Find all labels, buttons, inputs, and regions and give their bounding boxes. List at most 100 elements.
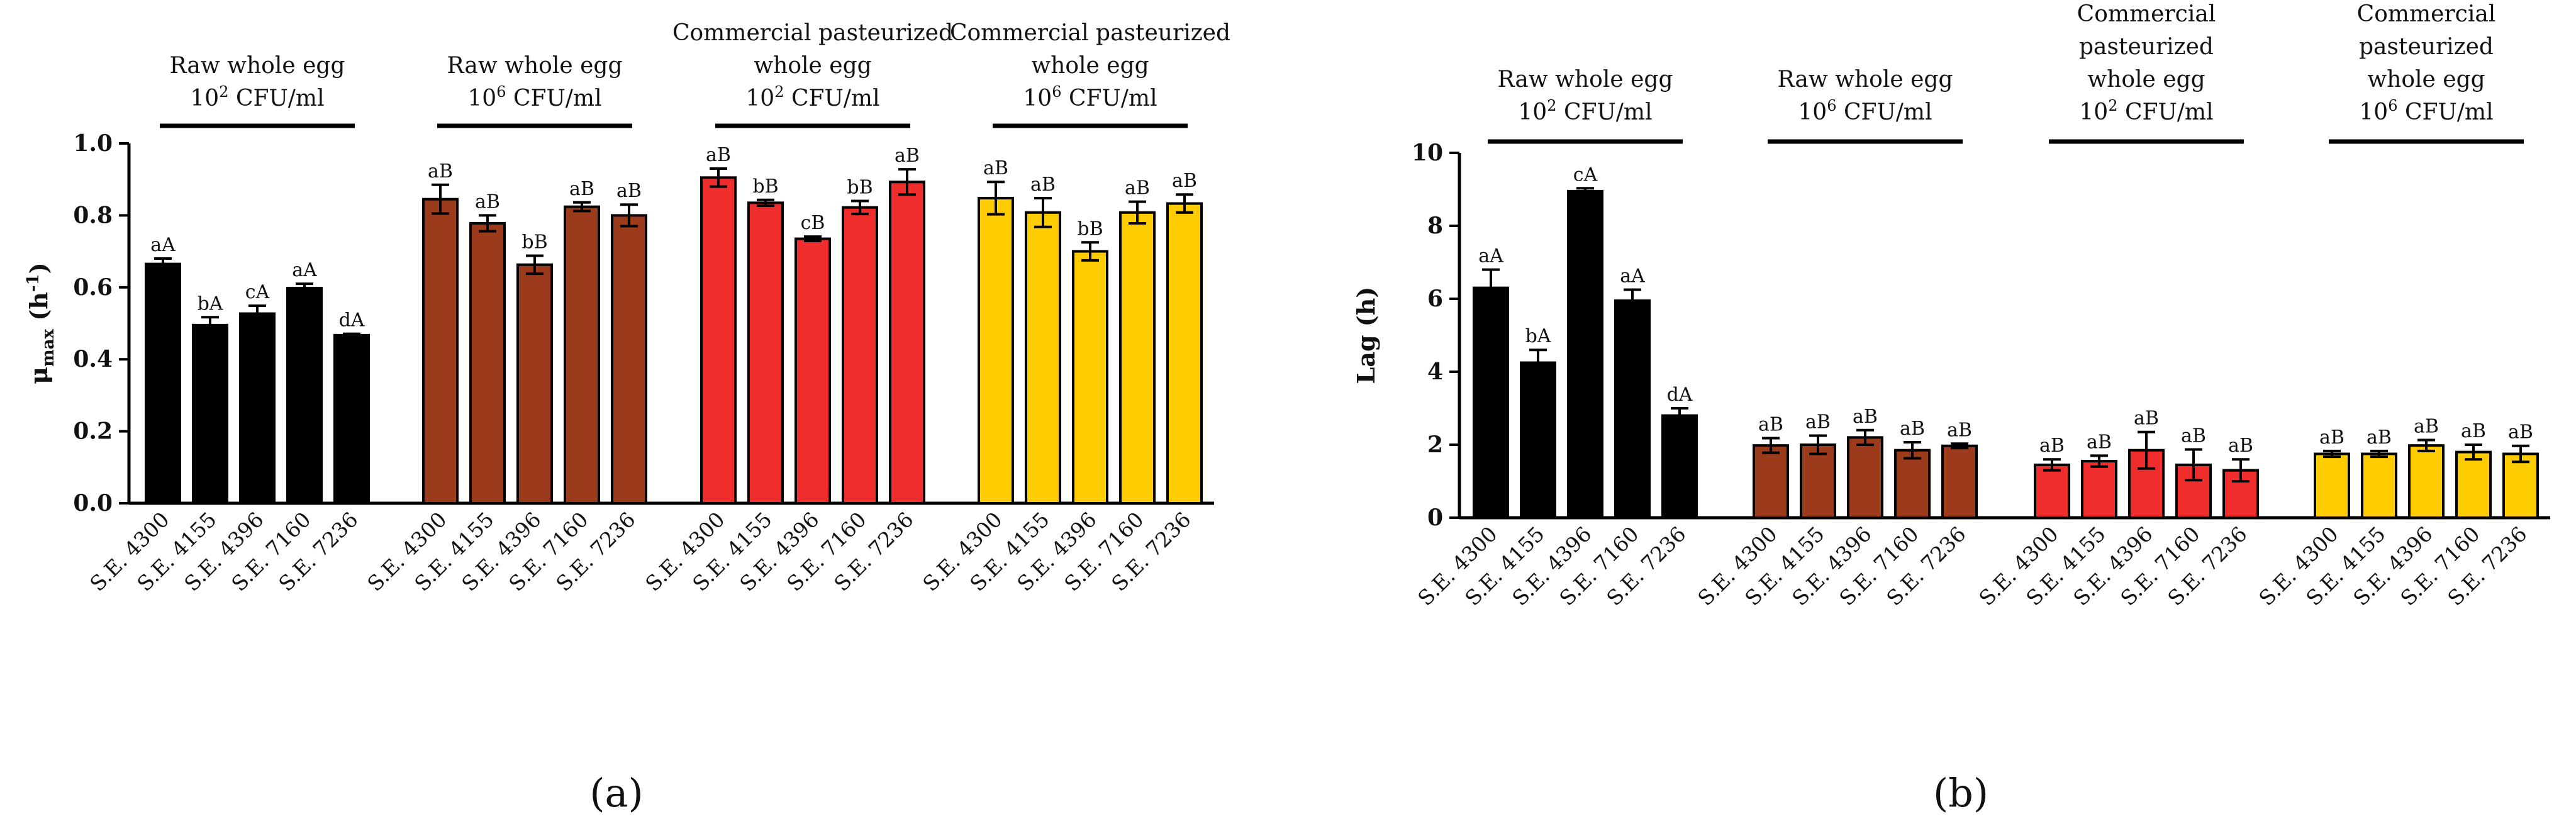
panel-b-significance-letter: aB [2181,425,2206,447]
panel-b-group-concentration: 106 CFU/ml [2359,97,2493,125]
panel-b-group-concentration: 102 CFU/ml [1518,97,1652,125]
panel-b-bar [2502,452,2539,519]
panel-a-group-concentration: 106 CFU/ml [467,83,601,111]
panel-a-bar [1166,202,1203,505]
panel-a-bar [286,286,323,505]
panel-a-significance-letter: dA [339,310,365,332]
panel-a-y-tick-label: 0.2 [73,418,113,445]
panel-a-significance-letter: bB [521,231,547,253]
panel-b-bar [1941,444,1978,519]
panel-b-bar [1661,414,1698,519]
panel-b-bar [2361,452,2397,519]
panel-b-bar [1614,299,1651,519]
panel-b-bar [1753,444,1789,519]
panel-a-group-title: Raw whole egg [170,53,345,79]
panel-a-significance-letter: aA [150,234,176,256]
panel-b-bar [1894,449,1931,520]
panel-a-y-tick-label: 0.6 [73,274,113,301]
panel-a-bar [611,214,647,505]
panel-b-significance-letter: aB [2319,427,2345,449]
panel-b-bar [1567,189,1603,519]
panel-b-bar [2175,463,2212,520]
panel-a-bar [145,262,181,505]
panel-b-group-concentration: 106 CFU/ml [1798,97,1932,125]
panel-a-significance-letter: bA [198,293,223,315]
panel-a-group-concentration: 106 CFU/ml [1023,83,1157,111]
panel-b-group-title: Raw whole egg [1778,67,1953,92]
panel-a-y-axis-label: μmax (h-1) [24,262,58,384]
panel-b-significance-letter: aB [2461,420,2486,442]
panel-a-significance-letter: aB [428,160,453,182]
panel-b-bar [1847,436,1883,520]
panel-a-bar [239,312,276,505]
panel-b-significance-letter: aB [1853,406,1878,428]
panel-b-significance-letter: aB [2367,427,2392,449]
panel-b-significance-letter: aB [1805,411,1831,433]
panel-b-bar [1520,361,1556,519]
panel-b-significance-letter: aB [2508,421,2533,443]
panel-a-group-concentration: 102 CFU/ml [190,83,324,111]
panel-b-significance-letter: aB [2039,435,2065,457]
panel-a-bar [1119,211,1156,505]
panel-a-significance-letter: aB [983,157,1008,179]
panel-a-bar [469,221,506,505]
panel-b-significance-letter: cA [1573,164,1598,186]
panel-a-group-title: Commercial pasteurized [950,20,1230,46]
panel-a-bar [842,206,878,505]
panel-a-group-title: Raw whole egg [447,53,623,79]
panel-b-significance-letter: aB [2087,431,2112,453]
panel-a-y-tick-label: 0.4 [73,346,113,372]
panel-a-significance-letter: aB [475,191,500,213]
panel-b-group-title: pasteurized [2359,34,2494,60]
panel-a-group-title: whole egg [1031,53,1149,79]
panel-b-significance-letter: aB [2228,435,2253,457]
panel-a-y-tick-label: 0.0 [73,490,113,516]
panel-a-bar [889,181,925,505]
panel-b-significance-letter: dA [1667,384,1693,406]
panel-a-bar [422,198,459,505]
panel-b-significance-letter: aB [1900,418,1925,440]
panel-a-significance-letter: aB [706,144,731,166]
panel-a-significance-letter: aA [292,259,317,281]
panel-a-significance-letter: aB [895,145,920,167]
panel-b-significance-letter: bA [1525,325,1551,347]
panel-a-significance-letter: cA [245,281,270,303]
panel-b-bar [2081,460,2117,519]
panel-a-y-tick-label: 0.8 [73,202,113,228]
panel-b-y-tick-label: 6 [1427,286,1443,312]
panel-a-group-title: Commercial pasteurized [672,20,953,46]
panel-a-bar [978,196,1014,505]
panel-b-group-concentration: 102 CFU/ml [2079,97,2213,125]
panel-a-chart: 0.0 0.2 0.4 0.6 0.8 1.0 μmax (h-1) 102 CFU/ml Ra… [24,20,1230,816]
panel-b-group-title: Commercial [2357,1,2496,27]
panel-b-bar [2128,449,2165,520]
panel-a-significance-letter: cB [801,212,825,234]
panel-b-bar [1800,443,1836,519]
panel-b-significance-letter: aB [1947,419,1972,441]
panel-b-group-title: Commercial [2077,1,2216,27]
panel-b-group-title: whole egg [2087,67,2205,92]
panel-b-bar [2455,450,2492,519]
panel-a-bar [747,201,784,505]
panel-a-y-tick-label: 1.0 [73,130,113,157]
panel-b-bar [2408,444,2445,519]
panel-a-significance-letter: aB [1030,174,1056,196]
panel-a-significance-letter: aB [616,180,642,202]
panel-a-significance-letter: aB [569,178,594,200]
panel-a-bar [192,323,228,505]
panel-a-significance-letter: aB [1125,177,1150,199]
panel-b-significance-letter: aB [2134,408,2159,430]
panel-a-significance-letter: aB [1172,170,1197,192]
panel-a-bar [333,333,370,505]
panel-b-y-tick-label: 2 [1427,432,1443,458]
panel-b-y-axis-label: Lag (h) [1352,287,1380,384]
panel-b-y-tick-label: 4 [1427,359,1443,385]
panel-a-group-title: whole egg [754,53,871,79]
panel-a-label: (a) [589,770,643,816]
panel-a-significance-letter: bB [1077,218,1103,240]
panel-b-bar [1473,286,1509,519]
panel-b-label: (b) [1933,770,1988,816]
panel-a-bar [700,176,737,505]
